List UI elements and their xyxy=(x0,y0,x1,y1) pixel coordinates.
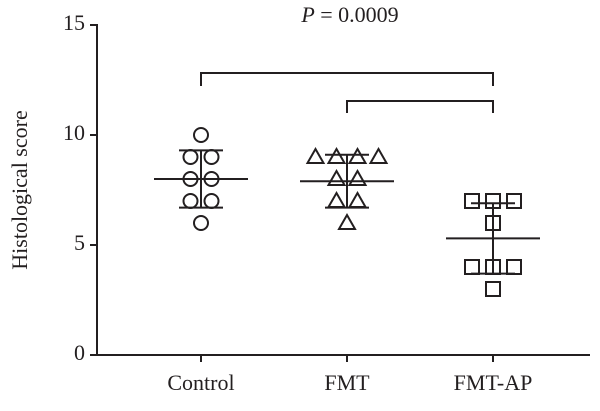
point xyxy=(347,190,368,208)
point xyxy=(305,146,326,164)
x-tick-label: FMT-AP xyxy=(454,370,533,395)
point xyxy=(326,168,347,186)
point xyxy=(193,215,209,231)
p-annotation: P = 0.0009 xyxy=(300,2,398,27)
x-tick-label: FMT xyxy=(324,370,370,395)
y-tick-label: 5 xyxy=(74,230,85,255)
point xyxy=(347,168,368,186)
point xyxy=(485,281,501,297)
point xyxy=(326,146,347,164)
point xyxy=(347,146,368,164)
y-tick-label: 10 xyxy=(63,120,85,145)
point xyxy=(203,193,220,209)
point xyxy=(326,190,347,208)
point xyxy=(182,193,199,209)
point xyxy=(506,259,522,275)
bracket xyxy=(200,72,494,86)
point xyxy=(368,146,389,164)
point xyxy=(506,193,522,209)
point xyxy=(193,127,209,143)
y-tick-label: 0 xyxy=(74,340,85,365)
point xyxy=(464,193,480,209)
p-text: = 0.0009 xyxy=(320,2,398,27)
point xyxy=(182,149,199,165)
point xyxy=(203,149,220,165)
y-tick-label: 15 xyxy=(63,10,85,35)
bracket xyxy=(346,100,494,113)
x-tick-label: Control xyxy=(167,370,234,395)
point xyxy=(464,259,480,275)
y-axis-label: Histological score xyxy=(7,110,32,269)
point xyxy=(337,212,357,230)
p-symbol: P xyxy=(300,2,314,27)
